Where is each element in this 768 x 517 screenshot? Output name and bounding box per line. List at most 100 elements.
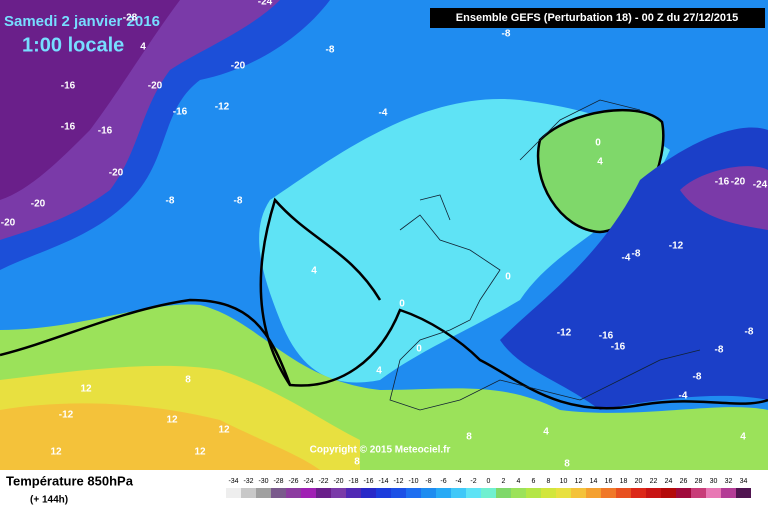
scale-label: -26 xyxy=(288,478,298,485)
contour-label: -16 xyxy=(61,122,76,133)
scale-swatch xyxy=(361,488,376,498)
scale-swatch xyxy=(616,488,631,498)
contour-label: 4 xyxy=(597,157,603,168)
scale-swatch xyxy=(541,488,556,498)
scale-label: -16 xyxy=(363,478,373,485)
contour-label: 12 xyxy=(166,415,178,426)
contour-label: 0 xyxy=(416,344,422,355)
scale-label: -2 xyxy=(470,478,476,485)
scale-swatch xyxy=(691,488,706,498)
scale-swatch xyxy=(586,488,601,498)
contour-label: -8 xyxy=(234,196,243,207)
scale-label: 30 xyxy=(710,478,718,485)
scale-label: -24 xyxy=(303,478,313,485)
east-very-cold xyxy=(680,166,768,230)
contour-label: -8 xyxy=(502,29,511,40)
contour-label: 0 xyxy=(399,299,405,310)
run-info: Ensemble GEFS (Perturbation 18) - 00 Z d… xyxy=(456,12,738,24)
scale-label: 20 xyxy=(635,478,643,485)
contour-label: -20 xyxy=(231,61,246,72)
scale-label: 18 xyxy=(620,478,628,485)
contour-label: -24 xyxy=(753,180,768,191)
scale-label: 24 xyxy=(665,478,673,485)
contour-label: -8 xyxy=(715,345,724,356)
scale-swatch xyxy=(706,488,721,498)
scale-swatch xyxy=(676,488,691,498)
contour-label: -12 xyxy=(669,241,684,252)
contour-label: -16 xyxy=(98,126,113,137)
contour-label: -8 xyxy=(745,327,754,338)
scale-label: -28 xyxy=(273,478,283,485)
contour-label: 8 xyxy=(354,457,360,468)
contour-label: -20 xyxy=(1,218,16,229)
scale-swatch xyxy=(661,488,676,498)
scale-swatch xyxy=(286,488,301,498)
scale-label: 12 xyxy=(575,478,583,485)
coastlines xyxy=(389,99,701,411)
contour-label: 12 xyxy=(50,447,62,458)
local-time: 1:00 locale xyxy=(22,34,124,56)
coldest-zone xyxy=(0,0,180,200)
contour-label: -20 xyxy=(148,81,163,92)
scale-swatch xyxy=(451,488,466,498)
contour-label: 12 xyxy=(80,384,92,395)
run-box xyxy=(430,8,765,28)
scale-swatch xyxy=(346,488,361,498)
scale-label: -22 xyxy=(318,478,328,485)
scale-swatch xyxy=(226,488,241,498)
contour-label: -8 xyxy=(693,372,702,383)
contour-label: 8 xyxy=(185,375,191,386)
scale-swatch xyxy=(526,488,541,498)
contour-label: 8 xyxy=(564,459,570,470)
scale-swatch xyxy=(436,488,451,498)
contour-label: -4 xyxy=(622,253,631,264)
contour-label: -20 xyxy=(731,177,746,188)
scale-swatch xyxy=(556,488,571,498)
scale-label: -18 xyxy=(348,478,358,485)
scale-label: -32 xyxy=(243,478,253,485)
scale-swatch xyxy=(406,488,421,498)
contour-label: -12 xyxy=(215,102,230,113)
scale-label: -14 xyxy=(378,478,388,485)
contour-label: -4 xyxy=(379,108,388,119)
zero-isotherm-west xyxy=(259,197,382,386)
contour-label: 4 xyxy=(740,432,746,443)
scale-swatch xyxy=(301,488,316,498)
lead-time: (+ 144h) xyxy=(30,495,68,506)
scale-label: -34 xyxy=(228,478,238,485)
contour-labels: -24-284 -8-20-16 -20-16 -12-16 -16-20-8 -8-20… xyxy=(1,0,768,470)
color-scale: -34 -32 -30 -28 -26 -24 -22 -20 -18 -16 -14 -12 -10-… xyxy=(226,478,751,498)
contour-label: 4 xyxy=(311,266,317,277)
scale-swatch xyxy=(331,488,346,498)
contour-label: -28 xyxy=(123,13,138,24)
scale-label: 34 xyxy=(740,478,748,485)
scale-label: -12 xyxy=(393,478,403,485)
scale-label: 28 xyxy=(695,478,703,485)
scale-label: 26 xyxy=(680,478,688,485)
scale-label: 32 xyxy=(725,478,733,485)
scale-swatch xyxy=(466,488,481,498)
scale-label: -6 xyxy=(440,478,446,485)
contour-label: -8 xyxy=(166,196,175,207)
contour-label: -16 xyxy=(173,107,188,118)
contour-label: -8 xyxy=(632,249,641,260)
scale-label: -4 xyxy=(455,478,461,485)
scale-label: -30 xyxy=(258,478,268,485)
contour-label: -16 xyxy=(715,177,730,188)
zero-isotherm xyxy=(0,298,768,410)
scale-swatch xyxy=(601,488,616,498)
contour-label: 0 xyxy=(595,138,601,149)
contour-label: 4 xyxy=(140,42,146,53)
scale-swatch xyxy=(721,488,736,498)
scale-label: -8 xyxy=(425,478,431,485)
contour-label: 12 xyxy=(194,447,206,458)
contour-label: -12 xyxy=(59,410,74,421)
scale-label: 10 xyxy=(560,478,568,485)
contour-label: 4 xyxy=(376,366,382,377)
scale-swatch xyxy=(376,488,391,498)
scale-swatch xyxy=(631,488,646,498)
contour-label: -12 xyxy=(557,328,572,339)
field-title: Température 850hPa xyxy=(6,473,134,488)
scale-swatch xyxy=(511,488,526,498)
